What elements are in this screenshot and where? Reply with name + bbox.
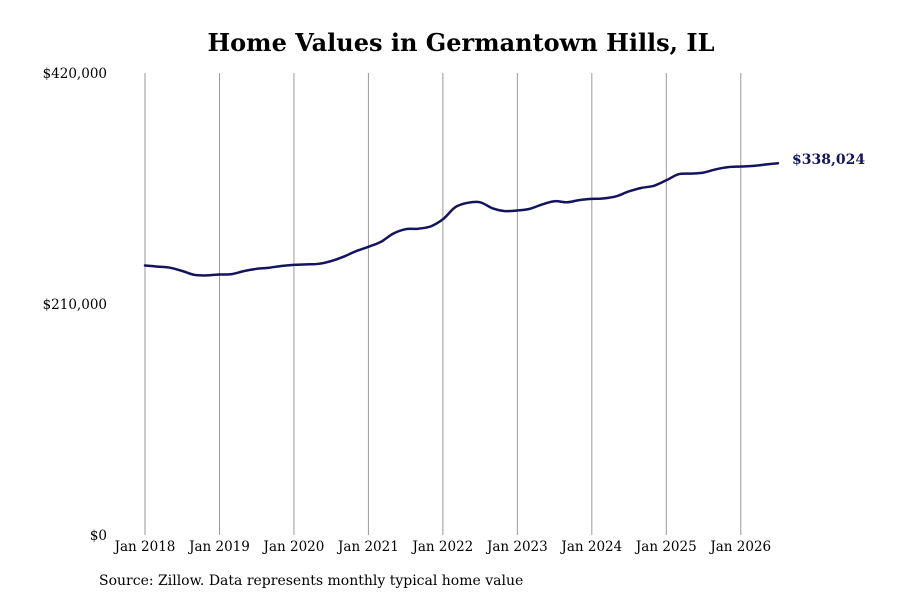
x-tick-label: Jan 2025 [634, 539, 697, 555]
y-tick-label: $210,000 [43, 297, 107, 313]
series-line-0 [143, 161, 780, 277]
x-tick-label: Jan 2026 [708, 539, 771, 555]
x-tick-label: Jan 2019 [187, 539, 250, 555]
source-note: Source: Zillow. Data represents monthly … [99, 573, 524, 589]
y-tick-label: $0 [90, 528, 107, 544]
x-tick-label: Jan 2023 [485, 539, 548, 555]
x-tick-label: Jan 2022 [410, 539, 473, 555]
x-axis-ticks: Jan 2018 Jan 2019 Jan 2020 Jan 2021 Jan 2022… [113, 539, 772, 555]
grid-lines [144, 73, 742, 535]
x-tick-label: Jan 2018 [113, 539, 176, 555]
y-axis-ticks: $0 $210,000 $420,000 [43, 66, 107, 544]
end-value-label: $338,024 [792, 152, 865, 168]
x-tick-label: Jan 2024 [559, 539, 622, 555]
end-label-group: $338,024 [792, 152, 865, 168]
x-tick-label: Jan 2020 [262, 539, 325, 555]
chart-title: Home Values in Germantown Hills, IL [207, 28, 715, 57]
x-tick-label: Jan 2021 [336, 539, 399, 555]
series-group [143, 161, 780, 277]
y-tick-label: $420,000 [43, 66, 107, 82]
